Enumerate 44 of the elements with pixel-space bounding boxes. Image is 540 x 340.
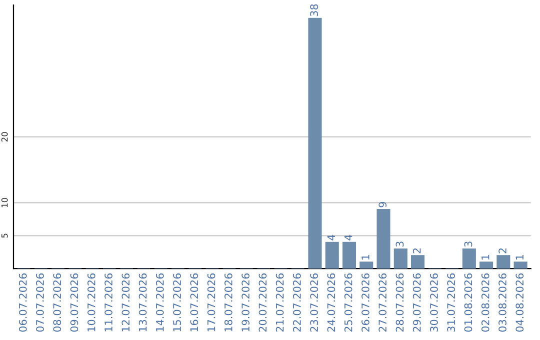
x-tick-label: 06.07.2026 — [18, 273, 27, 332]
data-label: 1 — [482, 254, 490, 260]
x-tick-label: 04.08.2026 — [516, 273, 524, 332]
x-tick-label: 15.07.2026 — [173, 273, 181, 332]
x-tick-label: 07.07.2026 — [36, 273, 44, 332]
x-tick-label: 20.07.2026 — [258, 273, 267, 332]
x-tick-label: 13.07.2026 — [138, 273, 147, 332]
x-tick-label: 19.07.2026 — [242, 273, 250, 332]
data-label: 4 — [327, 234, 335, 240]
data-label: 3 — [396, 242, 404, 247]
x-tick-label: 03.08.2026 — [498, 273, 506, 332]
x-tick-label: 29.07.2026 — [412, 273, 421, 332]
data-label: 1 — [362, 254, 370, 260]
y-tick-label: 10 — [1, 198, 8, 208]
x-tick-label: 28.07.2026 — [396, 273, 404, 332]
data-label: 38 — [310, 4, 318, 16]
x-tick-label: 09.07.2026 — [70, 273, 78, 332]
data-label: 2 — [412, 248, 421, 254]
data-label: 4 — [344, 234, 352, 240]
x-tick-label: 21.07.2026 — [276, 273, 284, 332]
data-label: 1 — [516, 254, 524, 260]
x-tick-label: 12.07.2026 — [122, 273, 130, 332]
y-tick-label: 5 — [2, 234, 8, 238]
x-tick-label: 24.07.2026 — [327, 273, 336, 332]
x-tick-label: 11.07.2026 — [104, 273, 112, 332]
x-tick-label: 01.08.2026 — [464, 273, 472, 332]
x-tick-label: 16.07.2026 — [190, 273, 198, 332]
x-tick-label: 17.07.2026 — [207, 273, 216, 332]
x-tick-label: 31.07.2026 — [447, 273, 456, 332]
x-tick-label: 23.07.2026 — [310, 273, 318, 332]
x-tick-label: 02.08.2026 — [481, 273, 490, 332]
x-tick-label: 08.07.2026 — [53, 273, 62, 332]
x-tick-label: 25.07.2026 — [344, 273, 352, 332]
data-label: 3 — [464, 242, 472, 247]
x-tick-label: 18.07.2026 — [224, 273, 232, 332]
x-tick-label: 30.07.2026 — [430, 273, 438, 332]
y-tick-label: 20 — [1, 132, 8, 142]
data-label: 2 — [498, 248, 506, 254]
x-tick-label: 26.07.2026 — [362, 273, 370, 332]
x-tick-label: 10.07.2026 — [87, 273, 96, 332]
data-label: 9 — [378, 202, 387, 208]
x-tick-label: 22.07.2026 — [293, 273, 301, 332]
x-tick-label: 14.07.2026 — [156, 273, 164, 332]
x-tick-label: 27.07.2026 — [378, 273, 387, 332]
